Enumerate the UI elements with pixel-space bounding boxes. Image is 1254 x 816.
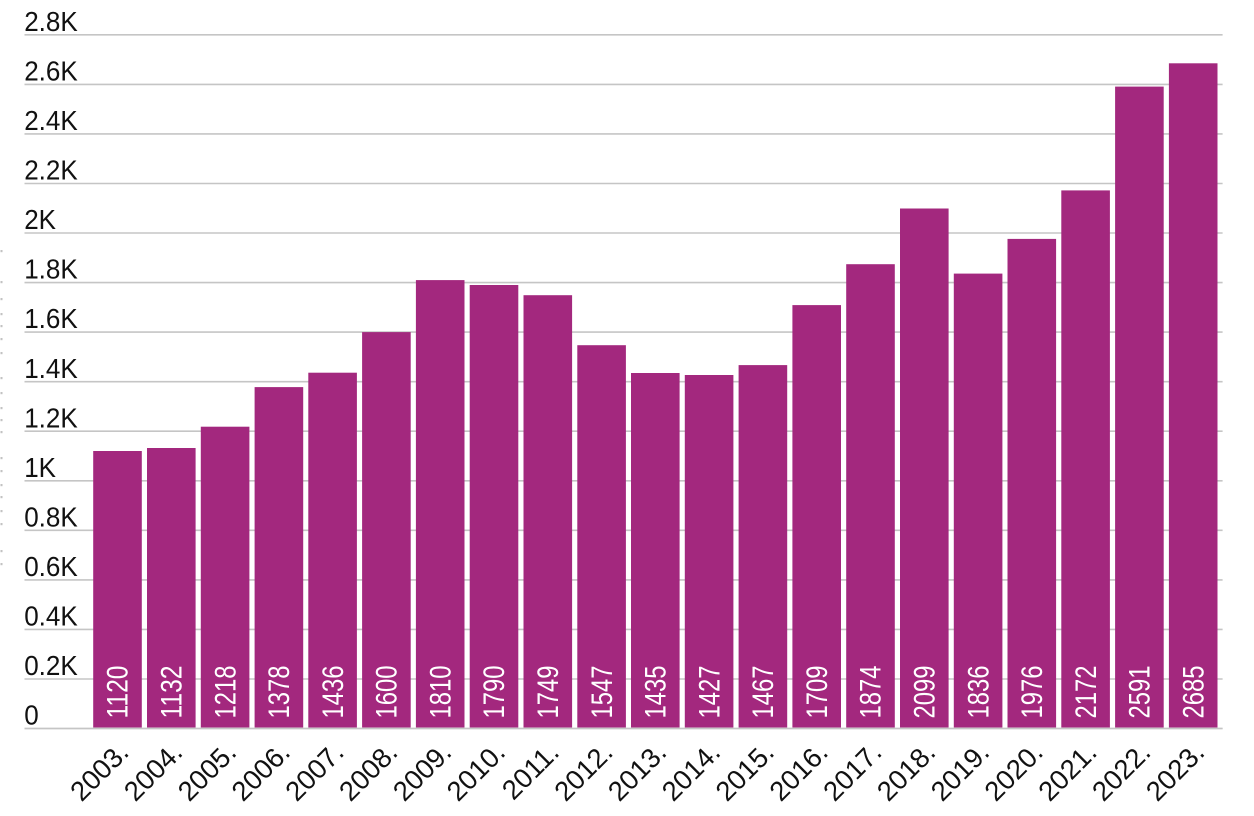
svg-text:2011.: 2011. bbox=[496, 736, 565, 805]
svg-text:0.8K: 0.8K bbox=[24, 501, 78, 532]
svg-text:2006.: 2006. bbox=[225, 736, 296, 807]
svg-text:2.6K: 2.6K bbox=[24, 56, 78, 87]
svg-text:2685: 2685 bbox=[1177, 666, 1210, 719]
svg-text:2016.: 2016. bbox=[763, 736, 834, 807]
svg-text:2014.: 2014. bbox=[656, 736, 727, 807]
svg-text:2015.: 2015. bbox=[709, 736, 780, 807]
svg-text:2013.: 2013. bbox=[602, 736, 673, 807]
svg-text:1120: 1120 bbox=[102, 666, 135, 719]
svg-text:1836: 1836 bbox=[962, 666, 995, 719]
svg-text:2172: 2172 bbox=[1070, 666, 1103, 719]
svg-text:2.4K: 2.4K bbox=[24, 105, 78, 136]
svg-text:0.4K: 0.4K bbox=[24, 601, 78, 632]
svg-text:2022.: 2022. bbox=[1086, 736, 1157, 807]
svg-text:0.2K: 0.2K bbox=[24, 650, 78, 681]
svg-text:2.8K: 2.8K bbox=[24, 6, 78, 37]
svg-text:1.2K: 1.2K bbox=[24, 402, 78, 433]
svg-text:2008.: 2008. bbox=[333, 736, 404, 807]
svg-text:1547: 1547 bbox=[586, 666, 619, 719]
svg-text:1132: 1132 bbox=[156, 666, 189, 719]
svg-text:2020.: 2020. bbox=[978, 736, 1049, 807]
svg-text:2003.: 2003. bbox=[64, 736, 135, 807]
svg-text:0: 0 bbox=[24, 700, 39, 731]
svg-text:2591: 2591 bbox=[1124, 666, 1157, 719]
svg-text:2018.: 2018. bbox=[871, 736, 942, 807]
svg-text:0.6K: 0.6K bbox=[24, 551, 78, 582]
svg-text:2021.: 2021. bbox=[1032, 736, 1103, 807]
svg-text:2012.: 2012. bbox=[548, 736, 619, 807]
svg-text:2K: 2K bbox=[24, 204, 56, 235]
svg-text:1218: 1218 bbox=[209, 666, 242, 719]
svg-text:2023.: 2023. bbox=[1140, 736, 1211, 807]
svg-text:1.4K: 1.4K bbox=[24, 353, 78, 384]
svg-text:2004.: 2004. bbox=[118, 736, 189, 807]
svg-text:2017.: 2017. bbox=[817, 736, 888, 807]
svg-text:2010.: 2010. bbox=[440, 736, 511, 807]
svg-text:1427: 1427 bbox=[693, 666, 726, 719]
svg-text:1709: 1709 bbox=[801, 666, 834, 719]
svg-text:1467: 1467 bbox=[747, 666, 780, 719]
svg-text:2099: 2099 bbox=[909, 666, 942, 719]
svg-text:1.8K: 1.8K bbox=[24, 254, 78, 285]
svg-text:1976: 1976 bbox=[1016, 666, 1049, 719]
svg-text:1874: 1874 bbox=[855, 666, 888, 719]
svg-text:2009.: 2009. bbox=[387, 736, 458, 807]
svg-text:1.6K: 1.6K bbox=[24, 303, 78, 334]
svg-text:1378: 1378 bbox=[263, 666, 296, 719]
svg-text:2007.: 2007. bbox=[279, 736, 350, 807]
svg-text:2019.: 2019. bbox=[925, 736, 996, 807]
svg-text:2.2K: 2.2K bbox=[24, 155, 78, 186]
svg-text:1600: 1600 bbox=[371, 666, 404, 719]
svg-text:1790: 1790 bbox=[478, 666, 511, 719]
svg-text:1435: 1435 bbox=[640, 666, 673, 719]
svg-text:1810: 1810 bbox=[424, 666, 457, 719]
svg-text:1K: 1K bbox=[24, 452, 56, 483]
svg-text:1436: 1436 bbox=[317, 666, 350, 719]
svg-text:1749: 1749 bbox=[532, 666, 565, 719]
svg-text:2005.: 2005. bbox=[172, 736, 243, 807]
